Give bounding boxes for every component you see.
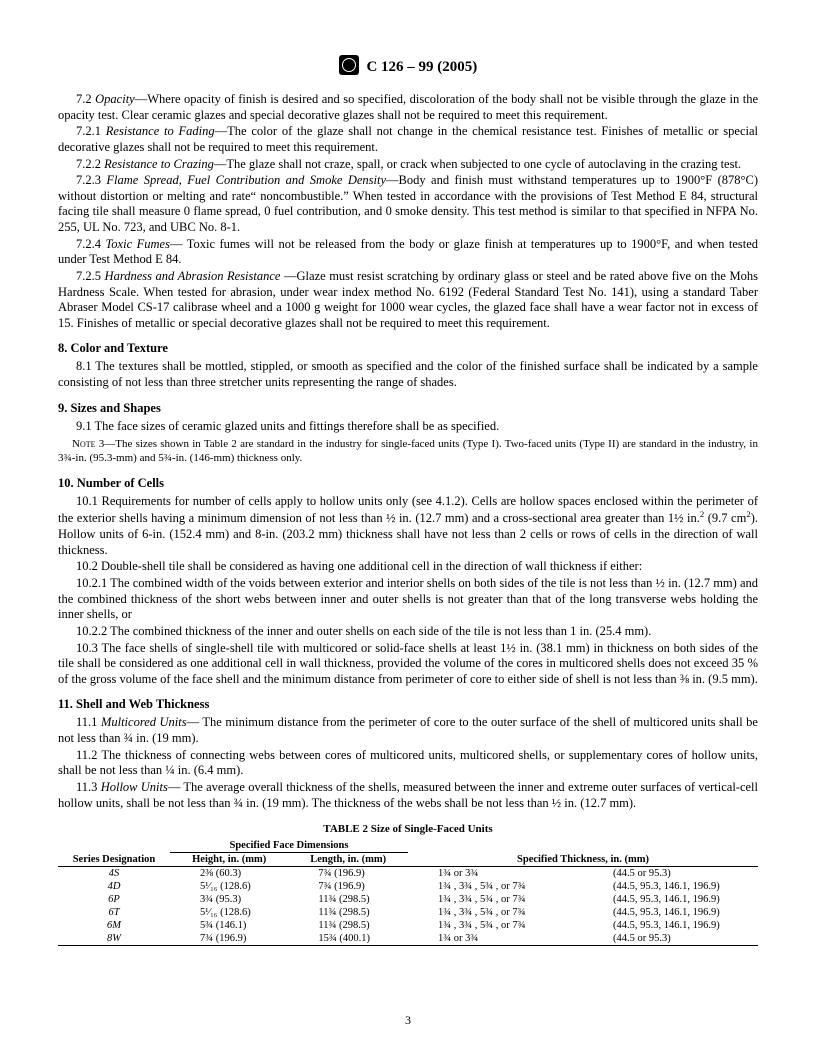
th-spec-face: Specified Face Dimensions: [170, 839, 408, 853]
note-3: Note 3—The sizes shown in Table 2 are st…: [58, 438, 758, 466]
para-7-2-3: 7.2.3 Flame Spread, Fuel Contribution an…: [58, 173, 758, 236]
table-row: 6P3¾ (95.3)11¾ (298.5)1¾ , 3¾ , 5¾ , or …: [58, 893, 758, 906]
table-2-caption: TABLE 2 Size of Single-Faced Units: [58, 823, 758, 835]
th-series: Series Designation: [58, 839, 170, 867]
table-2: Series Designation Specified Face Dimens…: [58, 839, 758, 946]
para-7-2: 7.2 Opacity—Where opacity of finish is d…: [58, 92, 758, 123]
table-row: 4D5¹⁄₁₆ (128.6)7¾ (196.9)1¾ , 3¾ , 5¾ , …: [58, 880, 758, 893]
para-9-1: 9.1 The face sizes of ceramic glazed uni…: [58, 419, 758, 435]
para-11-2: 11.2 The thickness of connecting webs be…: [58, 748, 758, 779]
para-10-2-2: 10.2.2 The combined thickness of the inn…: [58, 624, 758, 640]
th-length: Length, in. (mm): [288, 853, 408, 867]
table-row: 4S2⅜ (60.3)7¾ (196.9)1¾ or 3¾(44.5 or 95…: [58, 867, 758, 881]
astm-logo-icon: [339, 55, 359, 75]
para-7-2-1: 7.2.1 Resistance to Fading—The color of …: [58, 124, 758, 155]
table-row: 6M5¾ (146.1)11¾ (298.5)1¾ , 3¾ , 5¾ , or…: [58, 919, 758, 932]
page-number: 3: [0, 1013, 816, 1028]
table-row: 6T5¹⁄₁₆ (128.6)11¾ (298.5)1¾ , 3¾ , 5¾ ,…: [58, 906, 758, 919]
para-7-2-2: 7.2.2 Resistance to Crazing—The glaze sh…: [58, 157, 758, 173]
para-8-1: 8.1 The textures shall be mottled, stipp…: [58, 359, 758, 390]
para-11-1: 11.1 Multicored Units— The minimum dista…: [58, 715, 758, 746]
page-header: C 126 – 99 (2005): [58, 55, 758, 76]
para-10-3: 10.3 The face shells of single-shell til…: [58, 641, 758, 688]
section-10-title: 10. Number of Cells: [58, 476, 758, 491]
section-9-title: 9. Sizes and Shapes: [58, 401, 758, 416]
para-10-2: 10.2 Double-shell tile shall be consider…: [58, 559, 758, 575]
para-7-2-4: 7.2.4 Toxic Fumes— Toxic fumes will not …: [58, 237, 758, 268]
section-11-title: 11. Shell and Web Thickness: [58, 697, 758, 712]
table-row: 8W7¾ (196.9)15¾ (400.1)1¾ or 3¾(44.5 or …: [58, 932, 758, 946]
standard-designation: C 126 – 99 (2005): [366, 59, 477, 75]
para-10-2-1: 10.2.1 The combined width of the voids b…: [58, 576, 758, 623]
para-7-2-5: 7.2.5 Hardness and Abrasion Resistance —…: [58, 269, 758, 332]
th-thickness: Specified Thickness, in. (mm): [408, 839, 758, 867]
para-11-3: 11.3 Hollow Units— The average overall t…: [58, 780, 758, 811]
para-10-1: 10.1 Requirements for number of cells ap…: [58, 494, 758, 559]
th-height: Height, in. (mm): [170, 853, 288, 867]
section-8-title: 8. Color and Texture: [58, 341, 758, 356]
